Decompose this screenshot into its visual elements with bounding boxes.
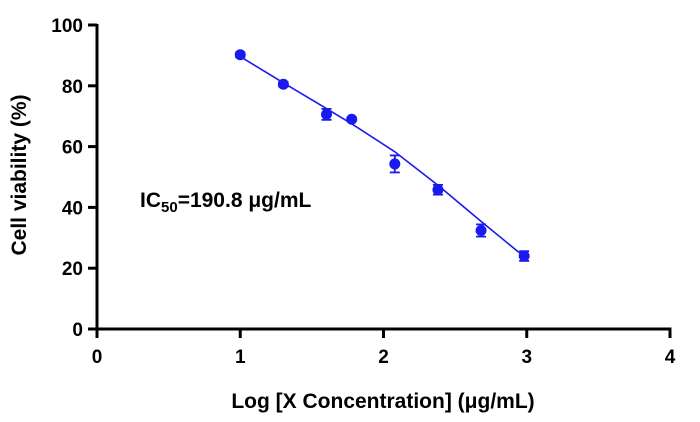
data-point: [277, 78, 289, 90]
y-axis-ticks: 0 20 40 60 80 100: [51, 16, 97, 341]
data-point: [320, 108, 332, 121]
data-point: [346, 113, 358, 125]
y-tick-label: 80: [62, 77, 83, 98]
y-tick-label: 20: [62, 259, 83, 280]
y-axis-title: Cell viability (%): [8, 94, 31, 255]
x-axis-ticks: 0 1 2 3 4: [92, 329, 676, 368]
data-points-layer: [234, 49, 530, 262]
y-tick-label: 60: [62, 138, 83, 159]
x-tick-label: 3: [521, 347, 532, 368]
data-marker: [518, 250, 530, 262]
ic50-annotation: IC50=190.8 μg/mL: [140, 189, 312, 216]
data-marker: [389, 158, 401, 170]
data-point: [475, 223, 487, 238]
axes: [95, 24, 672, 331]
data-marker: [320, 108, 332, 120]
ic50-prefix: IC: [140, 189, 161, 212]
data-point: [518, 250, 530, 262]
x-tick-label: 4: [665, 347, 676, 368]
data-point: [234, 49, 246, 61]
x-axis-title: Log [X Concentration] (μg/mL): [231, 390, 534, 413]
data-marker: [432, 184, 444, 196]
x-tick-label: 2: [378, 347, 389, 368]
y-tick-label: 40: [62, 198, 83, 219]
data-point: [432, 184, 444, 196]
ic50-value: =190.8 μg/mL: [178, 189, 312, 212]
y-tick-label: 0: [72, 320, 83, 341]
x-tick-label: 0: [92, 347, 103, 368]
x-tick-label: 1: [235, 347, 246, 368]
data-point: [389, 154, 401, 174]
data-marker: [234, 49, 246, 61]
y-tick-label: 100: [51, 16, 83, 37]
ic50-subscript: 50: [161, 199, 178, 216]
fit-line-layer: [239, 55, 525, 258]
data-marker: [475, 225, 487, 237]
data-marker: [277, 78, 289, 90]
data-marker: [346, 113, 358, 125]
fit-curve: [239, 55, 525, 258]
